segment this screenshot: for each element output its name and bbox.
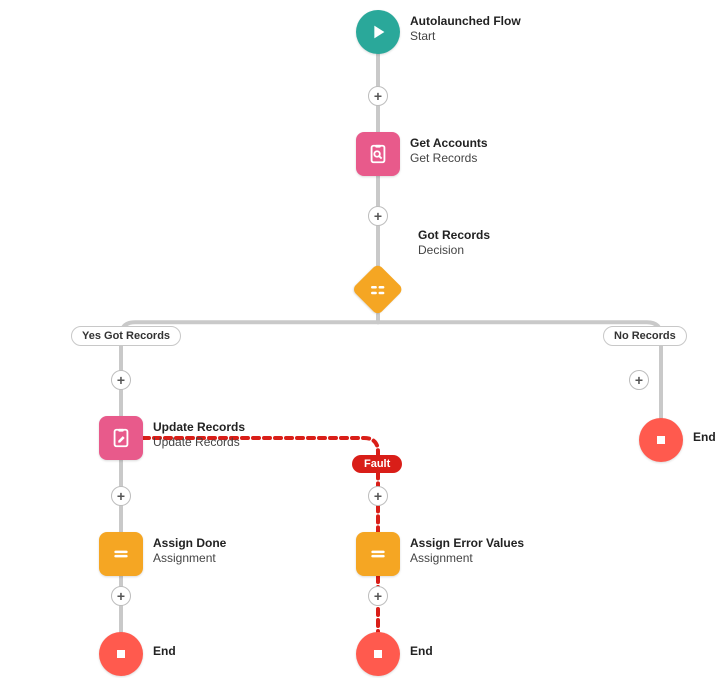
add-element-button[interactable] — [629, 370, 649, 390]
add-element-button[interactable] — [111, 586, 131, 606]
assign-done-node[interactable] — [99, 532, 143, 576]
assign-error-label: Assign Error Values Assignment — [410, 536, 524, 566]
fault-pill[interactable]: Fault — [352, 455, 402, 473]
assign-error-node[interactable] — [356, 532, 400, 576]
assign-icon — [111, 544, 131, 564]
add-element-button[interactable] — [368, 206, 388, 226]
assign-done-title: Assign Done — [153, 536, 226, 551]
end-mid-title: End — [410, 644, 433, 659]
branch-yes-pill[interactable]: Yes Got Records — [71, 326, 181, 346]
end-left-title: End — [153, 644, 176, 659]
end-right-title: End — [693, 430, 716, 445]
search-icon — [367, 143, 389, 165]
add-element-button[interactable] — [111, 486, 131, 506]
edit-icon — [110, 427, 132, 449]
start-title: Autolaunched Flow — [410, 14, 521, 29]
end-left-node[interactable] — [99, 632, 143, 676]
decision-subtitle: Decision — [418, 243, 490, 258]
update-records-subtitle: Update Records — [153, 435, 245, 450]
end-right-node[interactable] — [639, 418, 683, 462]
assign-done-label: Assign Done Assignment — [153, 536, 226, 566]
branch-no-pill[interactable]: No Records — [603, 326, 687, 346]
add-element-button[interactable] — [368, 86, 388, 106]
get-accounts-title: Get Accounts — [410, 136, 488, 151]
update-records-title: Update Records — [153, 420, 245, 435]
stop-icon — [653, 432, 669, 448]
assign-error-title: Assign Error Values — [410, 536, 524, 551]
assign-icon — [368, 544, 388, 564]
decision-icon — [368, 280, 388, 300]
get-accounts-subtitle: Get Records — [410, 151, 488, 166]
get-accounts-node[interactable] — [356, 132, 400, 176]
add-element-button[interactable] — [111, 370, 131, 390]
decision-title: Got Records — [418, 228, 490, 243]
stop-icon — [370, 646, 386, 662]
decision-label: Got Records Decision — [418, 228, 490, 258]
update-records-label: Update Records Update Records — [153, 420, 245, 450]
flow-canvas: Autolaunched Flow Start Get Accounts Get… — [0, 0, 720, 678]
end-right-label: End — [693, 430, 716, 445]
end-left-label: End — [153, 644, 176, 659]
decision-node[interactable] — [352, 264, 405, 317]
assign-done-subtitle: Assignment — [153, 551, 226, 566]
start-node[interactable] — [356, 10, 400, 54]
update-records-node[interactable] — [99, 416, 143, 460]
start-label: Autolaunched Flow Start — [410, 14, 521, 44]
play-icon — [367, 21, 389, 43]
start-subtitle: Start — [410, 29, 521, 44]
end-mid-node[interactable] — [356, 632, 400, 676]
end-mid-label: End — [410, 644, 433, 659]
stop-icon — [113, 646, 129, 662]
assign-error-subtitle: Assignment — [410, 551, 524, 566]
get-accounts-label: Get Accounts Get Records — [410, 136, 488, 166]
add-element-button[interactable] — [368, 586, 388, 606]
add-element-button[interactable] — [368, 486, 388, 506]
